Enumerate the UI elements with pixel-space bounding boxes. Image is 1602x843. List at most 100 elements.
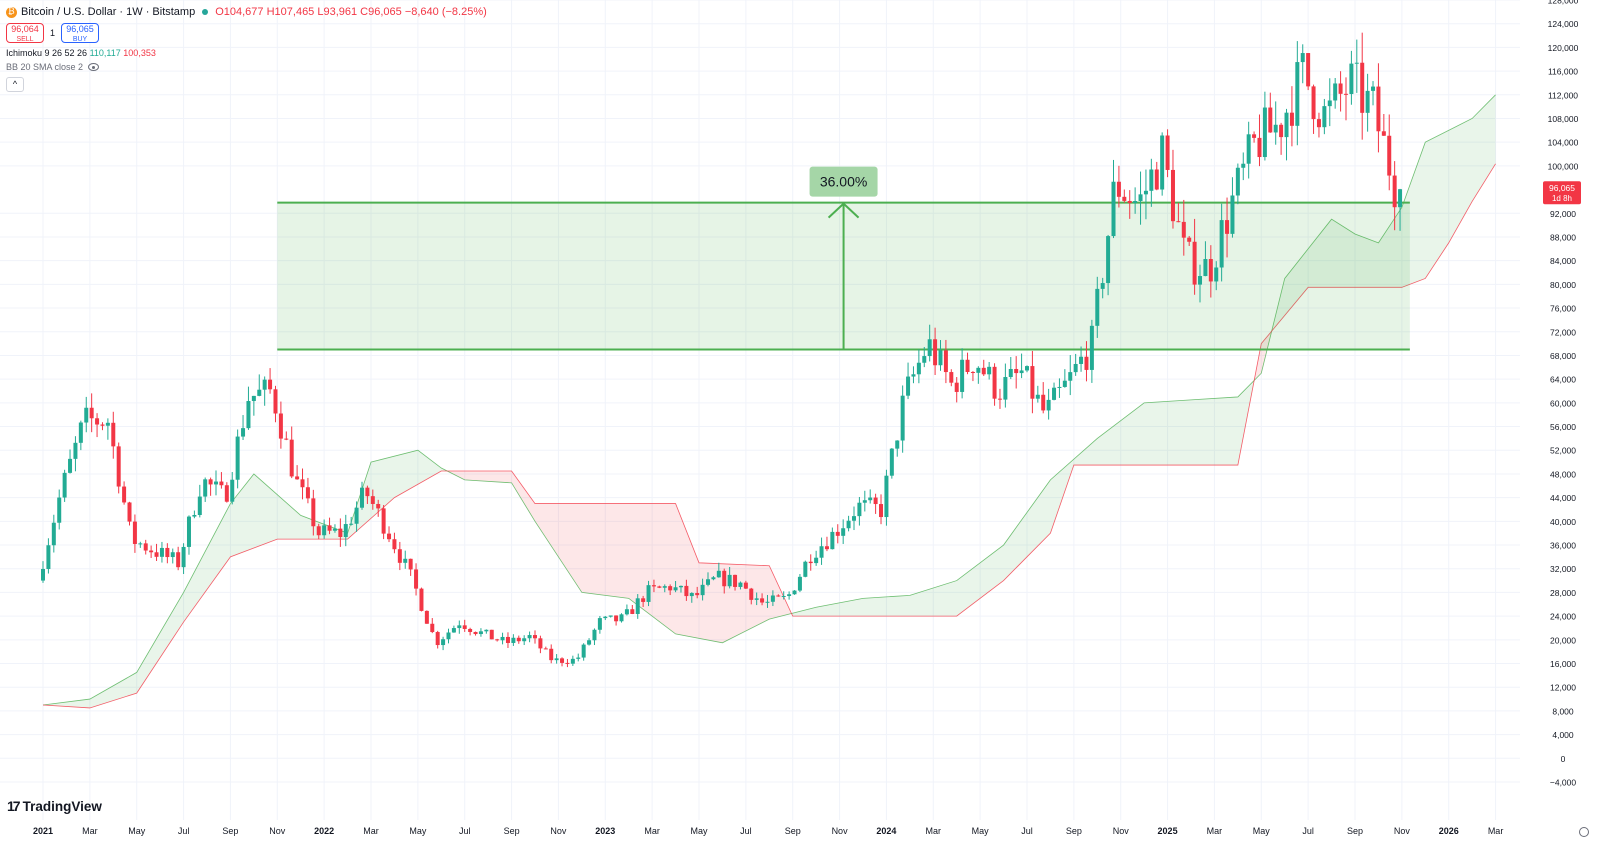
candle-down — [311, 498, 316, 527]
candle-down — [533, 635, 537, 639]
x-tick-label: 2021 — [33, 826, 53, 836]
y-tick-label: 36,000 — [1550, 541, 1576, 551]
candle-up — [706, 579, 711, 585]
candle-up — [1371, 86, 1376, 91]
candle-up — [57, 497, 62, 523]
settings-gear-icon[interactable] — [1579, 827, 1589, 837]
candle-down — [408, 558, 413, 570]
candle-up — [624, 609, 629, 615]
y-tick-label: 124,000 — [1548, 19, 1579, 29]
candle-up — [900, 395, 905, 441]
candle-up — [1052, 387, 1057, 400]
y-tick-label: 56,000 — [1550, 422, 1576, 432]
candle-up — [159, 547, 164, 557]
candle-down — [338, 528, 343, 537]
candle-down — [116, 446, 121, 487]
candle-up — [1143, 190, 1148, 195]
candle-down — [154, 552, 159, 557]
x-tick-label: Mar — [1207, 826, 1223, 836]
candle-down — [505, 636, 510, 643]
candle-up — [608, 615, 613, 617]
candle-up — [1095, 288, 1100, 326]
candle-up — [716, 570, 721, 578]
spread-value: 1 — [50, 28, 56, 38]
candle-down — [278, 413, 283, 439]
tradingview-logo[interactable]: 17 TradingView — [7, 798, 102, 814]
candle-down — [1084, 356, 1089, 370]
candle-up — [41, 568, 45, 581]
candle-up — [1035, 394, 1040, 399]
bitcoin-icon — [6, 6, 17, 18]
candle-down — [516, 637, 521, 642]
collapse-legend-button[interactable]: ^ — [6, 77, 24, 92]
x-tick-label: May — [409, 826, 427, 836]
candle-up — [976, 367, 981, 373]
candle-up — [1214, 267, 1219, 282]
y-tick-label: 116,000 — [1548, 67, 1578, 77]
y-tick-label: 32,000 — [1550, 564, 1576, 574]
candle-up — [619, 614, 624, 622]
candle-down — [424, 610, 429, 624]
buy-button[interactable]: 96,065 BUY — [61, 23, 100, 43]
candle-down — [1381, 131, 1386, 136]
candle-up — [527, 635, 532, 639]
candle-up — [1149, 169, 1154, 191]
candle-down — [208, 479, 213, 485]
candle-down — [657, 586, 662, 588]
candle-up — [689, 593, 694, 597]
candle-down — [295, 476, 300, 480]
candle-up — [1273, 124, 1278, 133]
ichimoku-label: Ichimoku 9 26 52 26 — [6, 48, 88, 58]
candle-up — [884, 475, 889, 518]
candle-down — [224, 485, 229, 502]
candle-down — [1392, 175, 1397, 208]
candle-up — [711, 577, 716, 580]
last-price-label: 96,065 — [1549, 183, 1575, 193]
candle-down — [879, 504, 884, 518]
candle-down — [132, 521, 137, 544]
x-tick-label: Sep — [504, 826, 520, 836]
candle-up — [814, 557, 819, 564]
y-tick-label: 0 — [1561, 754, 1566, 764]
measure-arrow-icon — [827, 202, 860, 219]
symbol-title[interactable]: Bitcoin / U.S. Dollar · 1W · Bitstamp — [21, 6, 196, 18]
candle-down — [933, 339, 938, 366]
candle-down — [462, 625, 467, 629]
x-tick-label: Mar — [644, 826, 660, 836]
candle-down — [414, 569, 419, 589]
candle-up — [922, 356, 927, 363]
sell-button[interactable]: 96,064 SELL — [6, 23, 44, 43]
candle-down — [1268, 107, 1273, 133]
y-tick-label: 112,000 — [1548, 90, 1578, 100]
candle-up — [587, 640, 592, 645]
x-tick-label: 2023 — [595, 826, 615, 836]
candle-up — [646, 585, 651, 602]
y-tick-label: 12,000 — [1550, 683, 1576, 693]
bb-legend[interactable]: BB 20 SMA close 2 — [6, 62, 487, 72]
hidden-eye-icon[interactable] — [88, 63, 100, 71]
candle-up — [451, 628, 456, 633]
candle-up — [403, 558, 408, 563]
y-tick-label: 84,000 — [1550, 256, 1576, 266]
ichimoku-value-2: 100,353 — [123, 48, 156, 58]
candle-down — [1338, 83, 1343, 94]
x-tick-label: Jul — [459, 826, 471, 836]
candle-up — [84, 407, 89, 423]
last-price-countdown: 1d 8h — [1552, 194, 1572, 203]
candle-up — [1062, 380, 1067, 387]
candle-up — [1354, 62, 1359, 64]
measure-percent-label: 36.00% — [820, 174, 867, 190]
ichimoku-value-1: 110,117 — [89, 48, 121, 58]
y-tick-label: 88,000 — [1550, 232, 1576, 242]
candle-up — [1349, 63, 1354, 95]
candle-up — [1057, 386, 1062, 388]
candle-down — [630, 609, 635, 614]
candle-down — [1306, 53, 1311, 87]
candle-down — [365, 487, 370, 497]
ichimoku-legend[interactable]: Ichimoku 9 26 52 26 110,117 100,353 — [6, 48, 487, 58]
candle-down — [430, 623, 435, 633]
candle-down — [614, 615, 619, 622]
candle-down — [808, 561, 813, 564]
x-tick-label: Nov — [1113, 826, 1130, 836]
